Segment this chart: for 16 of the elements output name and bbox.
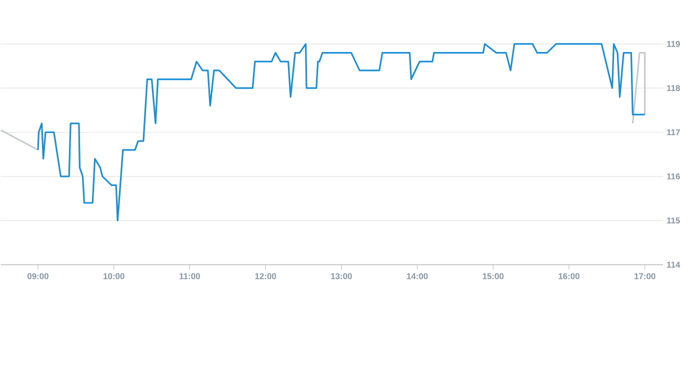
line-series — [37, 43, 646, 222]
x-tick-label: 11:00 — [180, 273, 200, 280]
x-tick-label: 14:00 — [406, 273, 428, 280]
y-tick-label: 115 — [667, 218, 680, 224]
x-tick-label: 16:00 — [558, 273, 580, 280]
x-tick-label: 09:00 — [27, 273, 48, 280]
y-tick-label: 118 — [667, 85, 680, 92]
y-tick-label: 114 — [667, 262, 680, 268]
x-tick-label: 12:00 — [255, 273, 276, 280]
y-tick-label: 116 — [667, 174, 680, 180]
x-tick-label: 15:00 — [482, 273, 504, 280]
y-tick-label: 119 — [667, 41, 680, 48]
x-tick-label: 10:00 — [104, 273, 124, 280]
x-tick-label: 17:00 — [634, 273, 656, 280]
y-tick-label: 117 — [667, 130, 680, 136]
x-tick-label: 13:00 — [331, 273, 352, 280]
